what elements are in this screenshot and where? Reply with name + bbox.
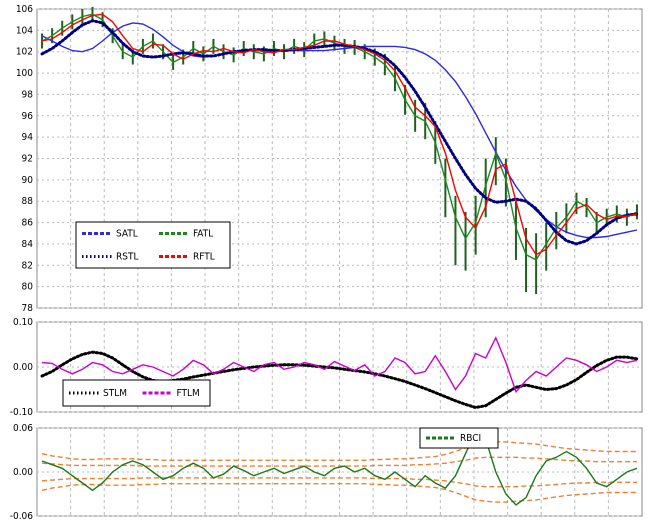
legend-label: RSTL: [116, 252, 138, 263]
y-tick-label: 106: [16, 4, 33, 15]
y-tick-label: 98: [22, 89, 34, 100]
y-tick-label: 84: [22, 239, 34, 250]
y-tick-label: 78: [22, 303, 34, 314]
y-tick-label: 82: [22, 260, 33, 271]
series-line: [41, 430, 638, 506]
series-line: [41, 336, 638, 394]
legend-label: RFTL: [193, 252, 215, 263]
band-line: [41, 441, 637, 461]
y-tick-label: 90: [22, 175, 34, 186]
legend-box: [62, 379, 211, 407]
y-tick-label: 0.10: [13, 317, 33, 328]
band-line: [41, 477, 637, 488]
series-line: [41, 13, 638, 256]
y-tick-label: 102: [16, 47, 33, 58]
legend-label: SATL: [116, 229, 138, 240]
y-tick-label: -0.06: [10, 511, 34, 522]
y-tick-label: 80: [22, 282, 34, 293]
band-line: [41, 483, 637, 503]
legend: SATL FATL RSTL RFTL: [75, 221, 231, 269]
legend-label: FATL: [193, 229, 213, 240]
y-tick-label: 0.06: [13, 423, 33, 434]
legend-box: [75, 221, 231, 269]
y-tick-label: 0.00: [13, 467, 33, 478]
legend: STLM FTLM: [62, 379, 211, 407]
legend-label: FTLM: [177, 388, 200, 399]
y-tick-label: -0.10: [10, 407, 34, 418]
legend-box: [419, 427, 499, 449]
y-tick-label: 94: [22, 132, 34, 143]
y-tick-label: 88: [22, 196, 34, 207]
y-tick-label: 100: [16, 68, 33, 79]
y-tick-label: 96: [22, 111, 34, 122]
series-line: [40, 19, 639, 246]
band-line: [41, 456, 637, 467]
legend-label: RBCI: [460, 433, 481, 444]
series-line: [40, 350, 639, 410]
y-tick-label: 104: [16, 25, 33, 36]
legend: RBCI: [419, 427, 499, 449]
y-tick-label: 92: [22, 154, 33, 165]
y-tick-label: 0.00: [13, 362, 33, 373]
y-tick-label: 86: [22, 218, 34, 229]
legend-label: STLM: [103, 388, 127, 399]
